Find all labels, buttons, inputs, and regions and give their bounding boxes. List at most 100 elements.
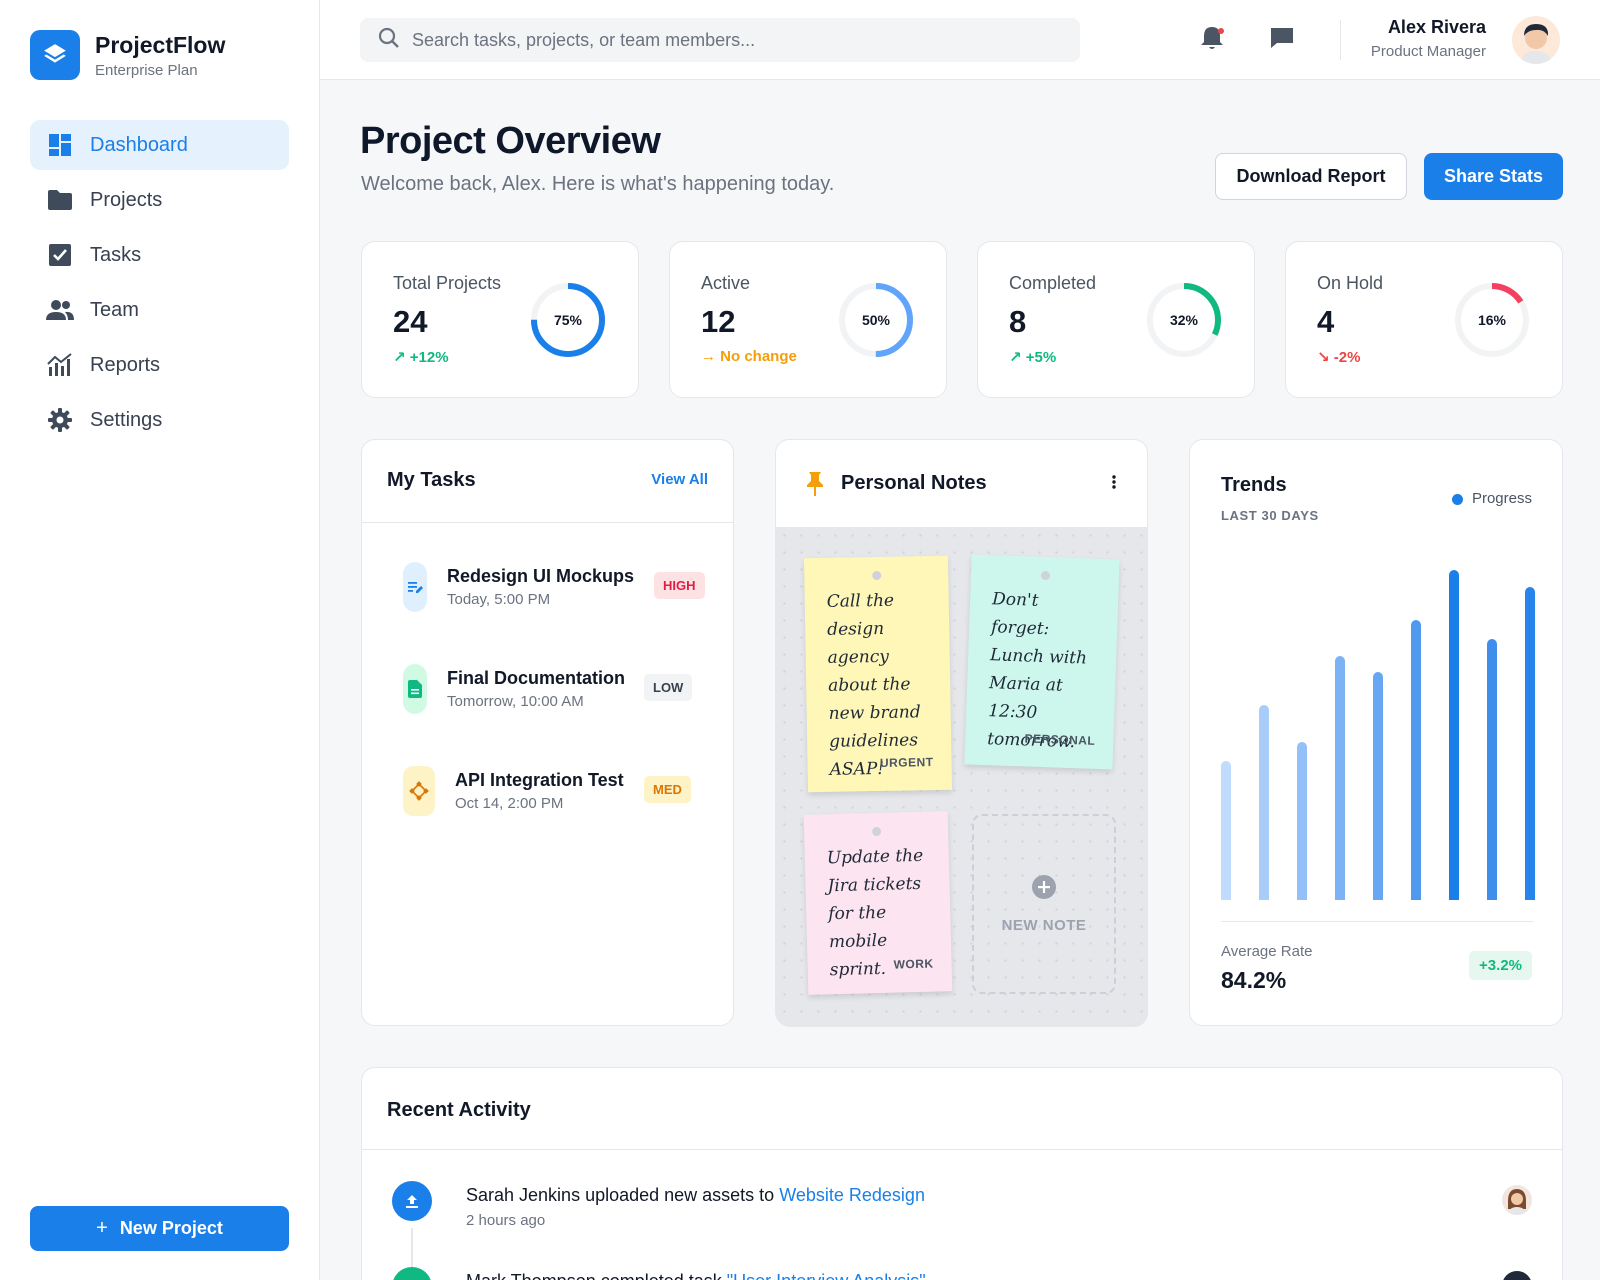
- trend-bar: [1487, 639, 1497, 900]
- download-report-button[interactable]: Download Report: [1215, 153, 1407, 200]
- panel-title: My Tasks: [387, 469, 476, 491]
- bar-chart-icon: [46, 351, 74, 379]
- sidebar-item-reports[interactable]: Reports: [30, 340, 289, 390]
- divider: [362, 1149, 1562, 1150]
- view-all-link[interactable]: View All: [651, 471, 708, 488]
- sidebar-item-team[interactable]: Team: [30, 285, 289, 335]
- stat-label: Completed: [1009, 273, 1097, 293]
- new-project-label: New Project: [119, 1218, 223, 1238]
- messages-button[interactable]: [1264, 22, 1300, 58]
- upload-icon: [392, 1181, 432, 1221]
- new-note-label: NEW NOTE: [1001, 917, 1087, 934]
- trend-bar: [1411, 619, 1421, 900]
- task-title: Final Documentation: [447, 668, 626, 688]
- activity-text: Mark Thompson completed task "User Inter…: [466, 1271, 926, 1280]
- share-stats-button[interactable]: Share Stats: [1424, 153, 1563, 200]
- task-item[interactable]: API Integration Test Oct 14, 2:00 PM: [403, 766, 703, 816]
- trend-bar: [1221, 761, 1231, 900]
- note-tag: URGENT: [879, 755, 934, 770]
- gear-icon: [46, 406, 74, 434]
- user-info[interactable]: Alex Rivera Product Manager: [1371, 17, 1486, 60]
- sidebar-item-projects[interactable]: Projects: [30, 175, 289, 225]
- panel-title: Recent Activity: [387, 1099, 531, 1121]
- progress-ring: 75%: [531, 283, 605, 357]
- document-icon: [403, 664, 427, 714]
- page-title: Project Overview: [360, 120, 661, 162]
- panel-title: Trends: [1221, 474, 1287, 496]
- new-note-button[interactable]: NEW NOTE: [972, 814, 1116, 994]
- sticky-note[interactable]: Call the design agency about the new bra…: [803, 555, 953, 793]
- activity-item: Mark Thompson completed task "User Inter…: [392, 1267, 1532, 1280]
- task-time: Today, 5:00 PM: [447, 591, 551, 608]
- trend-bar: [1373, 672, 1383, 900]
- stat-label: Total Projects: [393, 273, 502, 293]
- sidebar-item-label: Dashboard: [90, 133, 188, 156]
- trend-down-icon: ↘: [1317, 349, 1330, 366]
- trends-panel: Trends LAST 30 DAYS Progress Average Rat…: [1189, 439, 1563, 1026]
- ring-progress: [1455, 283, 1529, 357]
- stat-label: On Hold: [1317, 273, 1384, 293]
- avatar[interactable]: [1502, 1271, 1532, 1280]
- progress-ring: 16%: [1455, 283, 1529, 357]
- page-subtitle: Welcome back, Alex. Here is what's happe…: [361, 173, 835, 195]
- notifications-button[interactable]: [1194, 22, 1230, 58]
- ring-percent-label: 16%: [1478, 312, 1507, 328]
- trend-bar: [1525, 586, 1535, 900]
- sidebar-item-tasks[interactable]: Tasks: [30, 230, 289, 280]
- new-project-button[interactable]: + New Project: [30, 1206, 289, 1251]
- progress-ring: 32%: [1147, 283, 1221, 357]
- stat-card-on-hold: On Hold 4 ↘ -2% 16%: [1285, 241, 1563, 398]
- stat-value: 12: [701, 304, 736, 339]
- arrow-right-icon: →: [701, 348, 716, 365]
- avatar[interactable]: [1502, 1185, 1532, 1215]
- trend-up-icon: ↗: [393, 349, 406, 366]
- header-divider: [1340, 20, 1341, 60]
- priority-badge: HIGH: [654, 572, 705, 599]
- sidebar-item-settings[interactable]: Settings: [30, 395, 289, 445]
- search-bar[interactable]: [360, 18, 1080, 62]
- api-icon: [403, 766, 435, 816]
- legend-label: Progress: [1471, 490, 1532, 507]
- sticky-note[interactable]: Don't forget: Lunch with Maria at 12:30 …: [964, 554, 1120, 770]
- user-role: Product Manager: [1370, 43, 1486, 60]
- chat-icon: [1269, 26, 1295, 55]
- stat-value: 24: [393, 304, 428, 339]
- ring-percent-label: 75%: [554, 312, 583, 328]
- priority-badge: LOW: [644, 674, 693, 701]
- pin-dot: [872, 826, 882, 837]
- user-name: Alex Rivera: [1387, 17, 1486, 37]
- panel-title: Personal Notes: [841, 472, 987, 494]
- plus-icon: +: [96, 1217, 108, 1239]
- brand[interactable]: ProjectFlow Enterprise Plan: [30, 30, 225, 80]
- task-time: Tomorrow, 10:00 AM: [447, 693, 584, 710]
- folder-icon: [46, 186, 74, 214]
- search-input[interactable]: [412, 29, 1052, 51]
- top-header: Alex Rivera Product Manager: [320, 0, 1600, 80]
- more-vertical-icon[interactable]: [1111, 472, 1117, 497]
- dashboard-icon: [46, 131, 74, 159]
- task-item[interactable]: Final Documentation Tomorrow, 10:00 AM: [403, 664, 703, 714]
- divider: [362, 522, 733, 523]
- people-icon: [46, 296, 74, 324]
- stat-card-active: Active 12 → No change 50%: [669, 241, 947, 398]
- activity-link[interactable]: Website Redesign: [779, 1185, 925, 1205]
- priority-badge: MED: [644, 776, 691, 803]
- stat-value: 8: [1009, 304, 1027, 339]
- trend-bar: [1449, 570, 1459, 900]
- activity-link[interactable]: "User Interview Analysis": [727, 1271, 926, 1280]
- sidebar-nav: Dashboard Projects Tasks Team Reports: [30, 120, 289, 450]
- layers-icon: [30, 30, 80, 80]
- activity-item: Sarah Jenkins uploaded new assets to Web…: [392, 1181, 1532, 1241]
- trends-bar-chart: [1221, 570, 1535, 900]
- trend-bar: [1259, 705, 1269, 900]
- avatar[interactable]: [1512, 16, 1560, 64]
- task-item[interactable]: Redesign UI Mockups Today, 5:00 PM: [403, 562, 703, 612]
- activity-time: 2 hours ago: [466, 1212, 546, 1229]
- sidebar-item-dashboard[interactable]: Dashboard: [30, 120, 289, 170]
- notification-dot: [1218, 28, 1224, 34]
- search-icon: [378, 27, 400, 54]
- brand-name: ProjectFlow: [95, 31, 226, 58]
- trends-period: LAST 30 DAYS: [1221, 508, 1319, 523]
- sticky-note[interactable]: Update the Jira tickets for the mobile s…: [803, 811, 953, 995]
- ring-progress: [1147, 283, 1221, 357]
